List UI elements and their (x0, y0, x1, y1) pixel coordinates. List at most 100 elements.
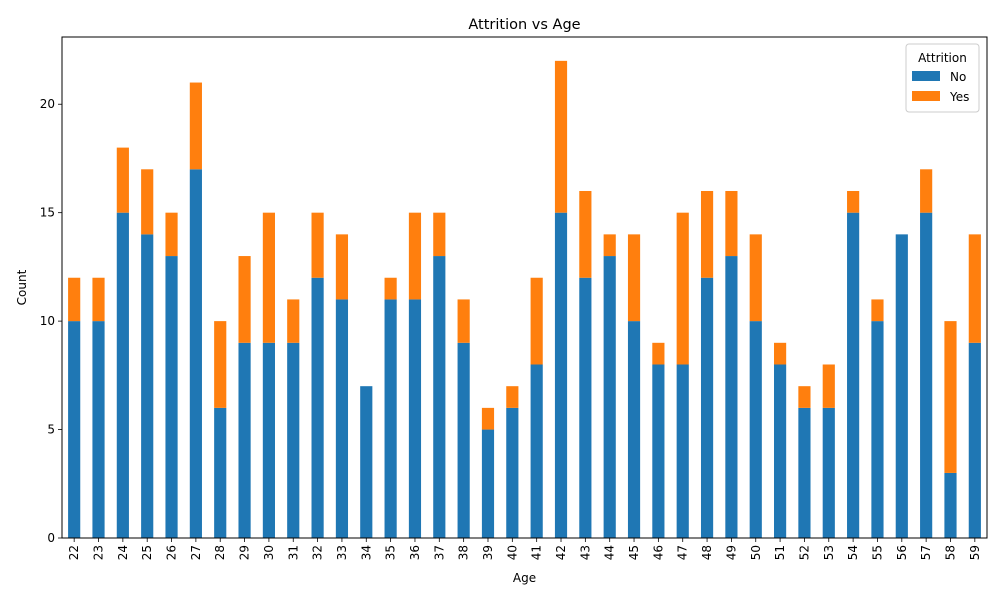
bar-yes-age-33 (335, 234, 349, 300)
bar-yes-age-40 (506, 386, 519, 408)
bar-yes-age-52 (798, 386, 811, 408)
legend-label-no: No (950, 70, 966, 84)
bar-yes-age-31 (287, 299, 300, 343)
x-tick-label: 45 (627, 545, 641, 560)
bar-yes-age-44 (603, 234, 616, 257)
bar-no-age-44 (603, 256, 616, 538)
bar-yes-age-29 (238, 256, 251, 343)
y-tick-label: 15 (40, 206, 55, 220)
bar-no-age-45 (627, 321, 641, 538)
y-tick-label: 10 (40, 314, 55, 328)
bar-yes-age-35 (384, 277, 397, 300)
x-tick-label: 43 (578, 545, 592, 560)
legend-items: No Yes (912, 70, 969, 104)
bar-yes-age-57 (920, 169, 933, 213)
bar-yes-age-47 (676, 212, 689, 365)
bar-yes-age-38 (457, 299, 470, 343)
bar-no-age-24 (116, 212, 129, 538)
bar-no-age-29 (238, 342, 251, 538)
bar-no-age-41 (530, 364, 543, 538)
x-tick-label: 58 (943, 545, 957, 560)
x-tick-label: 57 (919, 545, 933, 560)
bar-no-age-55 (871, 321, 884, 538)
bar-no-age-51 (774, 364, 787, 538)
x-tick-label: 27 (189, 545, 203, 560)
bar-no-age-26 (165, 256, 178, 538)
bar-yes-age-26 (165, 212, 178, 257)
x-tick-label: 34 (359, 545, 373, 560)
bar-no-age-36 (408, 299, 422, 538)
x-tick-label: 26 (165, 545, 179, 560)
bar-no-age-40 (506, 407, 519, 538)
bar-yes-age-48 (700, 190, 714, 278)
chart-title: Attrition vs Age (468, 17, 580, 33)
x-axis-title: Age (513, 571, 536, 585)
x-tick-label: 39 (481, 545, 495, 560)
bar-no-age-52 (798, 407, 811, 538)
bar-no-age-53 (822, 407, 835, 538)
x-tick-label: 30 (262, 545, 276, 560)
x-tick-label: 59 (968, 545, 982, 560)
x-tick-label: 54 (846, 545, 860, 560)
y-tick-label: 5 (47, 423, 55, 437)
bars-layer (68, 60, 981, 538)
bar-yes-age-46 (652, 342, 665, 365)
x-tick-label: 46 (651, 545, 665, 560)
bar-yes-age-42 (554, 60, 568, 213)
bar-yes-age-37 (433, 212, 446, 257)
x-tick-label: 51 (773, 545, 787, 560)
bar-yes-age-55 (871, 299, 884, 322)
bar-no-age-35 (384, 299, 397, 538)
legend: Attrition No Yes (905, 43, 980, 113)
legend-swatch-yes (912, 91, 940, 101)
x-tick-label: 50 (749, 545, 763, 560)
bar-no-age-50 (749, 321, 762, 538)
bar-no-age-43 (579, 277, 592, 538)
bar-no-age-59 (968, 342, 981, 538)
x-tick-label: 48 (700, 545, 714, 560)
bar-no-age-54 (847, 212, 860, 538)
x-tick-label: 40 (505, 545, 519, 560)
x-tick-label: 41 (530, 545, 544, 560)
x-tick-label: 44 (603, 545, 617, 560)
bar-no-age-47 (676, 364, 689, 538)
x-tick-label: 42 (554, 545, 568, 560)
x-tick-label: 33 (335, 545, 349, 560)
bar-yes-age-25 (141, 169, 154, 235)
y-tick-label: 20 (40, 97, 55, 111)
bar-yes-age-41 (530, 277, 543, 365)
x-tick-label: 22 (67, 545, 81, 560)
bar-no-age-58 (944, 472, 957, 538)
bar-no-age-25 (141, 234, 154, 538)
bar-no-age-48 (700, 277, 714, 538)
x-tick-label: 47 (676, 545, 690, 560)
bar-no-age-32 (311, 277, 324, 538)
x-tick-label: 25 (140, 545, 154, 560)
bar-no-age-27 (189, 169, 202, 538)
legend-label-yes: Yes (949, 90, 969, 104)
bar-no-age-37 (433, 256, 446, 538)
bar-no-age-42 (554, 212, 568, 538)
bar-yes-age-45 (627, 234, 641, 322)
bar-yes-age-23 (92, 277, 105, 322)
bar-yes-age-43 (579, 190, 592, 278)
bar-no-age-33 (335, 299, 349, 538)
bar-yes-age-22 (68, 277, 81, 322)
bar-yes-age-36 (408, 212, 422, 300)
x-tick-label: 52 (797, 545, 811, 560)
bar-no-age-46 (652, 364, 665, 538)
legend-title: Attrition (918, 51, 967, 65)
bar-no-age-28 (214, 407, 227, 538)
bar-no-age-22 (68, 321, 81, 538)
x-ticks: 22 23 24 25 26 27 28 29 30 31 32 33 34 35 36 37 38 39 40 41… (67, 538, 982, 560)
x-tick-label: 56 (895, 545, 909, 560)
bar-yes-age-51 (774, 342, 787, 365)
y-axis-title: Count (15, 269, 29, 305)
x-tick-label: 49 (724, 545, 738, 560)
legend-swatch-no (912, 71, 940, 81)
y-ticks: 0 5 10 15 20 (40, 97, 62, 545)
bar-yes-age-27 (189, 82, 202, 170)
bar-yes-age-54 (847, 190, 860, 213)
